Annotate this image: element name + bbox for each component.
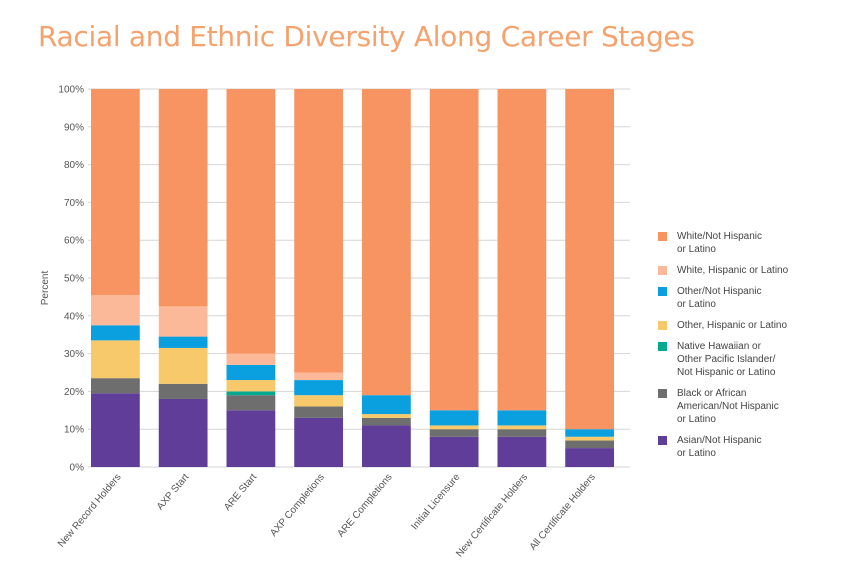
bar-segment	[294, 372, 344, 381]
x-tick-label: Initial Licensure	[409, 472, 462, 533]
legend-item: Asian/Not Hispanic or Latino	[658, 434, 828, 460]
bar-segment	[429, 429, 479, 437]
y-tick-label: 100%	[58, 85, 84, 96]
y-tick-label: 80%	[64, 160, 84, 171]
bar-segment	[226, 391, 276, 396]
legend-item: Other/Not Hispanic or Latino	[658, 285, 828, 311]
x-tick-label: ARE Completions	[336, 472, 395, 540]
bar-segment	[158, 306, 208, 337]
bar-segment	[91, 89, 140, 296]
bar-segment	[565, 440, 615, 449]
legend: White/Not Hispanic or Latino White, Hispa…	[658, 230, 828, 468]
bar-segment	[362, 395, 411, 415]
bar-segment	[226, 353, 276, 365]
bar-segment	[362, 425, 411, 467]
bar-segment	[226, 410, 276, 467]
legend-label: Other, Hispanic or Latino	[677, 320, 788, 331]
bar-segment	[362, 414, 411, 418]
bar-segment	[362, 417, 411, 426]
bar-segment	[362, 89, 411, 396]
bar-segment	[294, 395, 344, 407]
bar-segment	[429, 425, 479, 430]
legend-item: Other, Hispanic or Latino	[658, 319, 828, 332]
bar-segment	[429, 410, 479, 426]
bar-segment	[429, 89, 479, 411]
bar-segment	[294, 89, 344, 373]
bar-segment	[497, 429, 547, 437]
bar-segment	[226, 380, 276, 392]
bar-segment	[565, 436, 615, 441]
legend-swatch	[658, 287, 667, 296]
x-tick-label: New Record Holders	[56, 472, 124, 550]
legend-swatch	[658, 321, 667, 330]
bar-segment	[226, 364, 276, 381]
legend-label: Other/Not Hispanic or Latino	[677, 286, 762, 310]
bar-segment	[294, 417, 344, 467]
bar-segment	[158, 398, 208, 467]
bar-segment	[226, 395, 276, 411]
bar-segment	[497, 89, 547, 411]
bar-segment	[565, 448, 615, 467]
bar-segment	[158, 89, 208, 307]
legend-label: Native Hawaiian or Other Pacific Islande…	[677, 341, 776, 378]
y-axis-label: Percent	[40, 271, 51, 306]
legend-label: Asian/Not Hispanic or Latino	[677, 435, 762, 459]
bar-segment	[91, 340, 140, 379]
legend-label: White, Hispanic or Latino	[677, 265, 789, 276]
bar-segment	[565, 89, 615, 430]
y-tick-label: 30%	[64, 349, 84, 360]
bar-segment	[226, 89, 276, 354]
bar-segment	[565, 429, 615, 437]
y-tick-label: 50%	[64, 274, 84, 285]
legend-label: Black or African American/Not Hispanic o…	[677, 388, 779, 425]
x-tick-label: All Certificate Holders	[528, 472, 598, 553]
legend-item: Native Hawaiian or Other Pacific Islande…	[658, 340, 828, 379]
legend-item: Black or African American/Not Hispanic o…	[658, 387, 828, 426]
bar-segment	[91, 295, 140, 326]
bar-segment	[497, 410, 547, 426]
legend-swatch	[658, 266, 667, 275]
bar-segment	[158, 347, 208, 384]
legend-swatch	[658, 232, 667, 241]
bar-segment	[158, 336, 208, 348]
y-tick-label: 60%	[64, 236, 84, 247]
x-tick-label: New Certificate Holders	[454, 472, 530, 560]
x-tick-label: AXP Start	[155, 472, 192, 513]
legend-label: White/Not Hispanic or Latino	[677, 231, 763, 255]
x-tick-label: ARE Start	[222, 472, 259, 513]
legend-swatch	[658, 342, 667, 351]
bar-segment	[294, 406, 344, 418]
x-tick-label: AXP Completions	[268, 472, 327, 539]
chart-title: Racial and Ethnic Diversity Along Career…	[38, 20, 695, 53]
bar-segment	[429, 436, 479, 467]
legend-swatch	[658, 389, 667, 398]
bar-segment	[91, 393, 140, 467]
legend-item: White/Not Hispanic or Latino	[658, 230, 828, 256]
y-tick-label: 10%	[64, 425, 84, 436]
bar-segment	[91, 325, 140, 341]
bar-segment	[497, 436, 547, 467]
legend-item: White, Hispanic or Latino	[658, 264, 828, 277]
y-tick-label: 40%	[64, 311, 84, 322]
bar-segment	[91, 378, 140, 394]
y-tick-label: 90%	[64, 122, 84, 133]
bar-segment	[158, 383, 208, 399]
legend-swatch	[658, 436, 667, 445]
y-tick-label: 20%	[64, 387, 84, 398]
y-tick-label: 70%	[64, 198, 84, 209]
bar-segment	[294, 380, 344, 396]
bar-segment	[497, 425, 547, 430]
y-tick-label: 0%	[70, 463, 85, 474]
